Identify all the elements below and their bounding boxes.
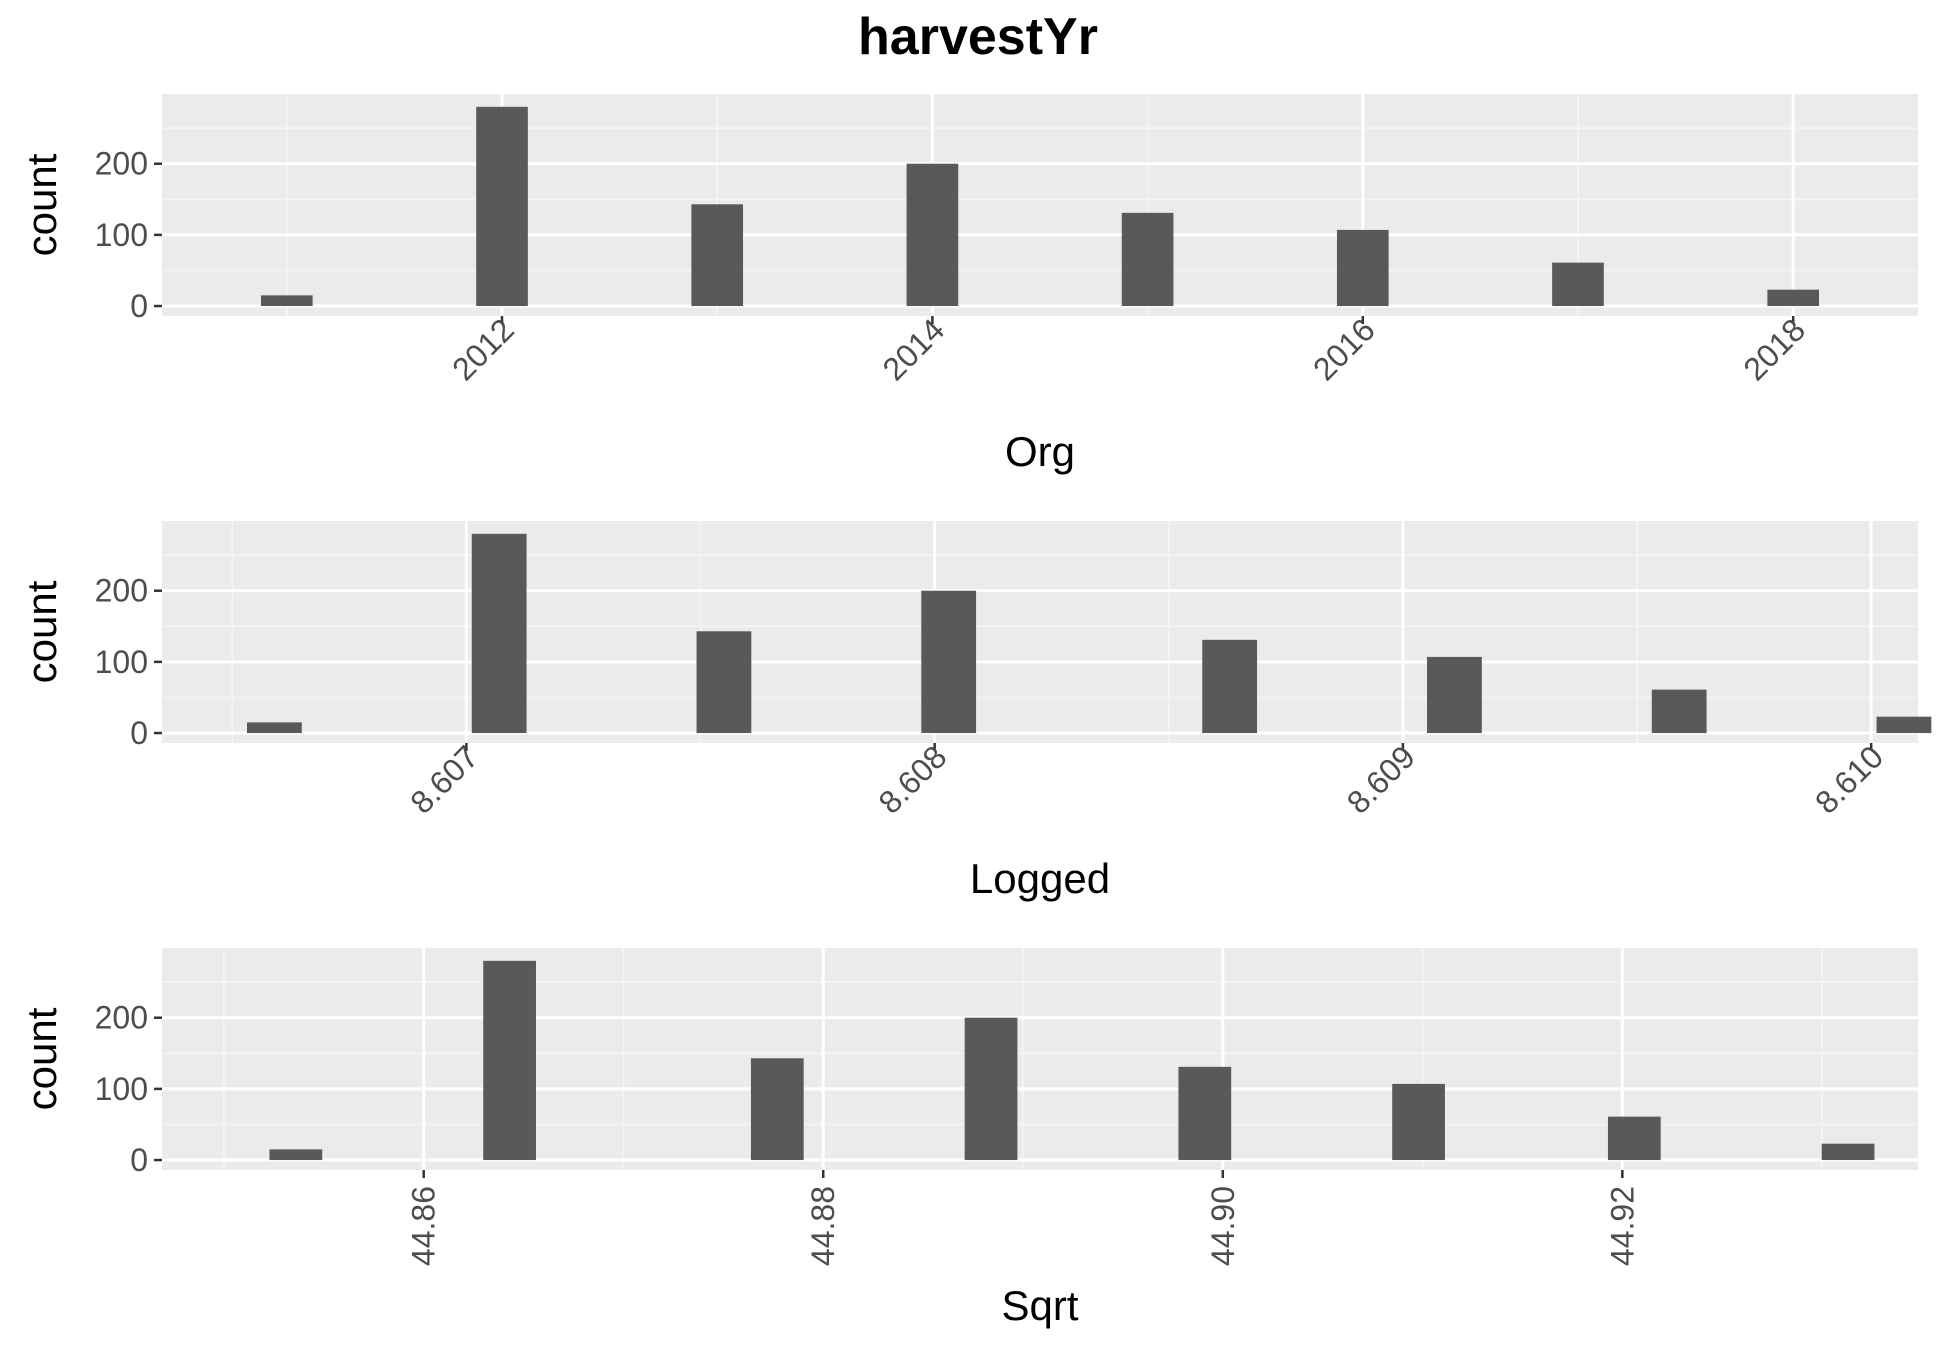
y-tick-label: 0	[130, 1142, 148, 1178]
x-tick-label: 8.609	[1340, 738, 1422, 820]
x-tick-label: 2012	[445, 311, 521, 387]
bar	[696, 631, 752, 734]
bar	[1202, 639, 1258, 734]
bar	[1821, 1143, 1875, 1161]
bar	[1178, 1066, 1232, 1161]
x-tick-label: 44.88	[805, 1186, 841, 1266]
x-tick-label: 2018	[1736, 311, 1812, 387]
bar	[906, 163, 959, 307]
x-tick-label: 8.610	[1808, 738, 1890, 820]
y-axis-title: count	[18, 1007, 65, 1110]
panel-logged: 0 100 200 8.607 8.608 8.609 8.610 Logged count	[18, 521, 1932, 902]
y-tick-label: 200	[95, 573, 148, 609]
bar	[750, 1058, 804, 1161]
y-axis-title: count	[18, 580, 65, 683]
x-tick-label: 44.86	[406, 1186, 442, 1266]
bar	[1552, 262, 1604, 307]
bar	[921, 590, 977, 734]
bar	[471, 533, 527, 734]
x-tick-label: 8.607	[403, 738, 485, 820]
bar	[1876, 716, 1932, 734]
x-tick-label: 2014	[876, 311, 952, 387]
y-tick-label: 200	[95, 1000, 148, 1036]
y-tick-label: 100	[95, 1071, 148, 1107]
bar	[1767, 289, 1820, 307]
bar	[476, 106, 528, 307]
bar	[269, 1149, 323, 1161]
x-axis-title: Org	[1005, 428, 1075, 475]
bar	[1336, 229, 1389, 307]
x-tick-label: 2016	[1306, 311, 1382, 387]
panel-background	[162, 94, 1918, 316]
bar	[1607, 1116, 1661, 1161]
panel-background	[162, 521, 1918, 743]
x-axis-title: Logged	[970, 855, 1110, 902]
bar	[246, 722, 302, 734]
bar	[1651, 689, 1707, 734]
bar	[1427, 656, 1482, 734]
y-tick-label: 0	[130, 288, 148, 324]
chart-title: harvestYr	[858, 8, 1098, 66]
bar	[1121, 212, 1174, 307]
panel-org: 0 100 200 2012 2014 2016 2018 Org count	[18, 94, 1918, 475]
y-tick-label: 100	[95, 217, 148, 253]
y-tick-label: 0	[130, 715, 148, 751]
panel-sqrt: 0 100 200 44.86 44.88 44.90 44.92 Sqrt count	[18, 948, 1918, 1329]
y-axis-title: count	[18, 153, 65, 256]
bar	[691, 204, 744, 307]
x-tick-label: 8.608	[872, 738, 954, 820]
y-tick-label: 100	[95, 644, 148, 680]
bar	[483, 960, 536, 1161]
bar	[964, 1017, 1018, 1161]
x-axis-title: Sqrt	[1001, 1282, 1078, 1329]
panels: 0 100 200 2012 2014 2016 2018 Org count 0 100 200 8.…	[18, 94, 1932, 1329]
bar	[1392, 1083, 1445, 1161]
bar	[260, 295, 313, 307]
y-tick-label: 200	[95, 146, 148, 182]
x-tick-label: 44.92	[1604, 1186, 1640, 1266]
x-tick-label: 44.90	[1205, 1186, 1241, 1266]
